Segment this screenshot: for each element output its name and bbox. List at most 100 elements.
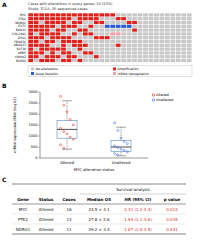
alteration-cell: [39, 59, 44, 62]
alteration-cell: [56, 29, 61, 32]
alteration-cell: [61, 17, 66, 20]
alteration-cell: [72, 17, 77, 20]
alteration-cell: [61, 36, 66, 39]
legend-swatch: [113, 67, 116, 70]
alteration-cell: [121, 25, 126, 28]
alteration-cell: [78, 17, 83, 20]
table-cell: 29.2 ± 3.4: [88, 227, 110, 232]
alteration-cell: [127, 25, 132, 28]
data-point: [63, 104, 65, 106]
alteration-cell: [39, 40, 44, 43]
alteration-cell: [165, 36, 170, 39]
alteration-cell: [116, 44, 121, 47]
alteration-cell: [88, 21, 93, 24]
alteration-cell: [165, 40, 170, 43]
alteration-cell: [127, 40, 132, 43]
alteration-cell: [143, 36, 148, 39]
alteration-cell: [154, 32, 159, 35]
data-point: [123, 141, 125, 143]
data-point: [66, 111, 68, 113]
alteration-cell: [45, 13, 50, 16]
alteration-cell: [127, 17, 132, 20]
alteration-cell: [99, 40, 104, 43]
alteration-cell: [121, 29, 126, 32]
data-point: [123, 149, 125, 151]
y-tick-label: 1500: [29, 123, 38, 127]
alteration-cell: [72, 13, 77, 16]
table-cell: Altered: [39, 207, 54, 212]
alteration-cell: [170, 13, 175, 16]
alteration-cell: [105, 51, 110, 54]
alteration-cell: [34, 25, 39, 28]
alteration-cell: [138, 36, 143, 39]
table-rule: [12, 214, 186, 215]
alteration-cell: [34, 40, 39, 43]
x-axis: [40, 158, 148, 159]
alteration-cell: [88, 17, 93, 20]
alteration-cell: [170, 51, 175, 54]
alteration-cell: [176, 36, 181, 39]
alteration-cell: [181, 55, 186, 58]
table-header: p value: [164, 197, 181, 202]
alteration-cell: [132, 17, 137, 20]
alteration-cell: [94, 51, 99, 54]
alteration-cell: [116, 48, 121, 51]
alteration-cell: [181, 44, 186, 47]
alteration-cell: [83, 59, 88, 62]
alteration-cell: [94, 25, 99, 28]
alteration-cell: [61, 32, 66, 35]
alteration-cell: [149, 40, 154, 43]
table-cell: MYC: [19, 207, 28, 212]
data-point: [120, 148, 122, 150]
alteration-cell: [160, 59, 165, 62]
alteration-cell: [110, 40, 115, 43]
alteration-cell: [149, 51, 154, 54]
alteration-cell: [116, 55, 121, 58]
alteration-cell: [116, 36, 121, 39]
y-tick-label: 500: [31, 145, 38, 149]
alteration-cell: [83, 17, 88, 20]
alteration-cell: [50, 13, 55, 16]
data-point: [117, 130, 119, 132]
alteration-cell: [170, 55, 175, 58]
alteration-cell: [170, 40, 175, 43]
alteration-cell: [181, 29, 186, 32]
alteration-cell: [45, 17, 50, 20]
alteration-cell: [88, 44, 93, 47]
alteration-cell: [56, 51, 61, 54]
alteration-cell: [28, 13, 33, 16]
alteration-cell: [110, 59, 115, 62]
alteration-cell: [160, 40, 165, 43]
table-cell: PTK2: [18, 217, 28, 222]
alteration-cell: [50, 29, 55, 32]
alteration-cell: [99, 13, 104, 16]
alteration-cell: [105, 29, 110, 32]
alteration-cell: [61, 48, 66, 51]
alteration-cell: [160, 32, 165, 35]
alteration-cell: [170, 48, 175, 51]
alteration-cell: [149, 32, 154, 35]
alteration-cell: [176, 59, 181, 62]
alteration-cell: [149, 25, 154, 28]
alteration-cell: [187, 48, 192, 51]
alteration-cell: [176, 55, 181, 58]
alteration-cell: [28, 29, 33, 32]
alteration-cell: [39, 17, 44, 20]
alteration-cell: [61, 40, 66, 43]
alteration-cell: [110, 13, 115, 16]
x-tick-label: Unaltered: [112, 160, 131, 165]
alteration-cell: [154, 40, 159, 43]
alteration-cell: [39, 36, 44, 39]
alteration-cell: [56, 55, 61, 58]
table-cell: Altered: [39, 217, 54, 222]
alteration-cell: [99, 17, 104, 20]
alteration-cell: [50, 55, 55, 58]
alteration-cell: [88, 36, 93, 39]
alteration-cell: [34, 44, 39, 47]
alteration-cell: [132, 21, 137, 24]
alteration-cell: [94, 21, 99, 24]
y-tick-label: 2500: [29, 101, 38, 105]
alteration-cell: [132, 29, 137, 32]
alteration-cell: [94, 59, 99, 62]
alteration-cell: [138, 21, 143, 24]
